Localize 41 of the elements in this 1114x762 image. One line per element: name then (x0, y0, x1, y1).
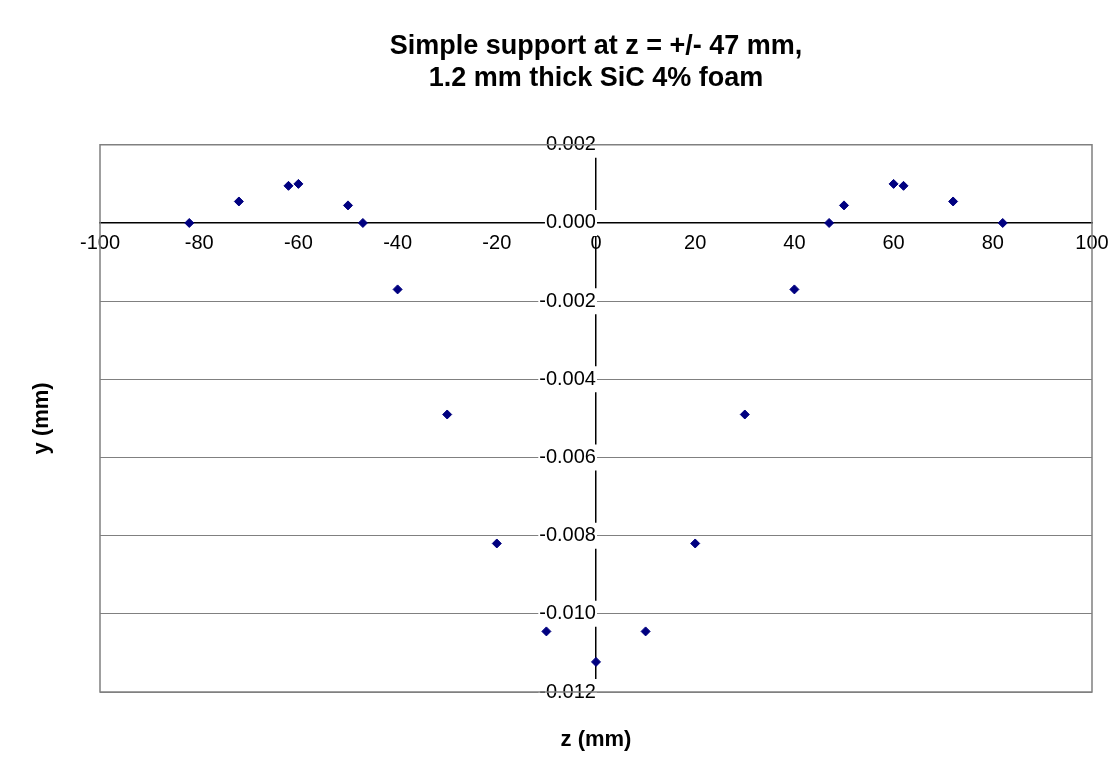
point (948, 196, 959, 207)
point (233, 196, 244, 207)
point (888, 178, 899, 189)
point (640, 626, 651, 637)
x-tick-label: -40 (383, 231, 413, 254)
point (491, 538, 502, 549)
y-tick-label: 0.000 (545, 210, 596, 233)
point (591, 656, 601, 667)
y-axis-title: y (mm) (28, 382, 54, 455)
y-tick-label: -0.012 (539, 679, 596, 702)
point (357, 217, 368, 228)
point (442, 409, 453, 420)
point (690, 538, 701, 549)
y-tick-label: -0.010 (539, 601, 596, 624)
point (789, 284, 800, 295)
x-tick-label: 80 (981, 231, 1004, 254)
y-tick-label: -0.002 (539, 288, 596, 311)
y-tick-label: -0.004 (539, 366, 596, 389)
x-tick-label: 60 (882, 231, 905, 254)
point (283, 180, 294, 191)
x-tick-label: 100 (1075, 231, 1109, 254)
x-tick-label: 20 (684, 231, 707, 254)
point (839, 200, 849, 211)
point (898, 180, 909, 191)
chart-title: Simple support at z = +/- 47 mm, 1.2 mm thick SiC 4% foam (389, 29, 803, 93)
x-axis-title: z (mm) (560, 726, 632, 752)
point (184, 217, 195, 228)
x-tick-label: -80 (184, 231, 214, 254)
point (392, 284, 403, 295)
point (997, 217, 1008, 228)
x-tick-label: -20 (482, 231, 512, 254)
y-tick-label: -0.008 (539, 523, 596, 546)
x-tick-label: -60 (283, 231, 313, 254)
x-tick-label: 40 (783, 231, 806, 254)
y-tick-label: -0.006 (539, 445, 596, 467)
point (293, 178, 304, 189)
point (541, 626, 552, 637)
point (824, 217, 835, 228)
point (343, 200, 353, 211)
x-tick-label: -100 (79, 231, 121, 254)
point (739, 409, 750, 420)
